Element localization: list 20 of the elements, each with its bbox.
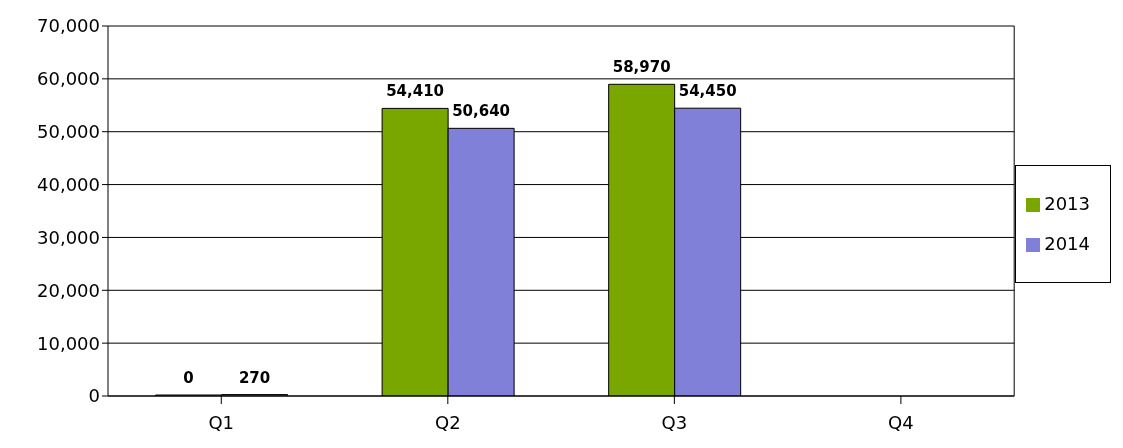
data-label: 270 bbox=[238, 368, 271, 387]
data-label: 54,450 bbox=[678, 82, 737, 101]
y-tick-label: 30,000 bbox=[37, 226, 100, 248]
data-label: 54,410 bbox=[386, 82, 445, 101]
data-label: 58,970 bbox=[612, 58, 671, 77]
legend-label: 2014 bbox=[1044, 233, 1090, 254]
x-tick-label: Q1 bbox=[208, 411, 235, 433]
y-tick-label: 10,000 bbox=[37, 332, 100, 354]
y-tick-label: 70,000 bbox=[37, 15, 100, 37]
x-tick-label: Q3 bbox=[661, 411, 688, 433]
y-tick-label: 0 bbox=[88, 385, 100, 407]
data-label: 0 bbox=[183, 369, 194, 387]
x-tick-label: Q2 bbox=[435, 411, 461, 433]
data-label: 50,640 bbox=[452, 102, 511, 121]
x-tick-label: Q4 bbox=[888, 411, 914, 433]
y-tick-label: 40,000 bbox=[37, 173, 100, 195]
y-tick-label: 50,000 bbox=[37, 121, 100, 143]
legend-label: 2013 bbox=[1044, 193, 1090, 214]
y-tick-label: 20,000 bbox=[37, 279, 100, 301]
y-tick-label: 60,000 bbox=[37, 68, 100, 90]
